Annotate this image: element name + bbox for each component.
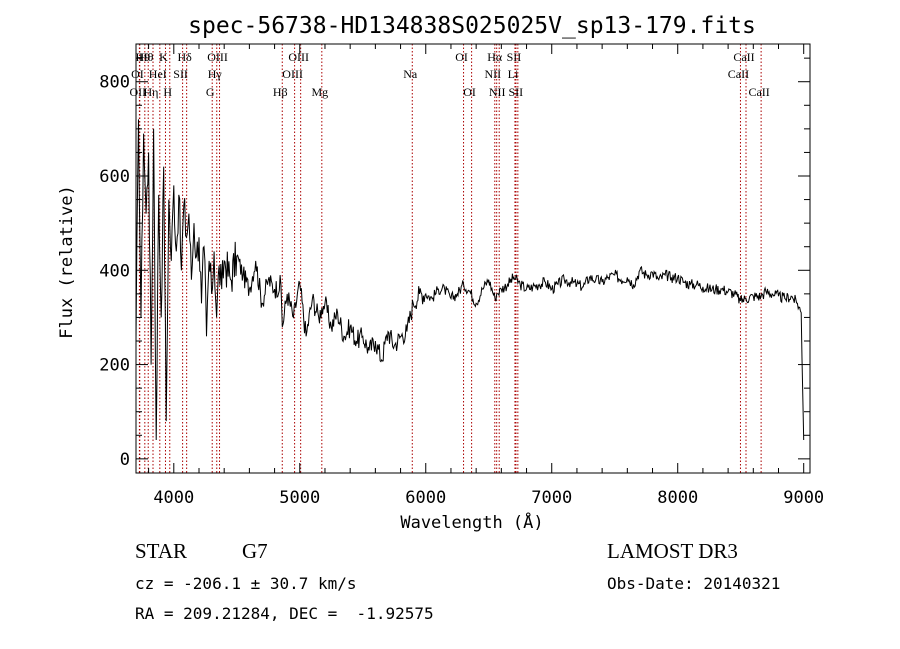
marker-label-19: OI xyxy=(463,85,476,99)
y-axis-ticks: 0 200 400 600 800 xyxy=(99,57,810,470)
marker-label-16: Mg xyxy=(311,85,328,99)
redshift-velocity: cz = -206.1 ± 30.7 km/s xyxy=(135,574,357,593)
marker-label-4: Hη xyxy=(144,85,159,99)
marker-label-28: CaII xyxy=(748,85,769,99)
marker-label-0: OI xyxy=(131,67,144,81)
marker-label-11: Hγ xyxy=(208,67,223,81)
x-tick-label-9000: 9000 xyxy=(783,488,824,508)
marker-label-22: NII xyxy=(489,85,506,99)
marker-label-14: OIII xyxy=(282,67,303,81)
observation-date: Obs-Date: 20140321 xyxy=(607,574,781,593)
marker-label-27: CaII xyxy=(733,50,754,64)
y-tick-label-200: 200 xyxy=(99,356,130,376)
y-tick-label-400: 400 xyxy=(99,261,130,281)
marker-label-8: SII xyxy=(173,67,188,81)
y-tick-label-600: 600 xyxy=(99,167,130,187)
marker-label-2: OII xyxy=(129,85,146,99)
marker-label-9: Hδ xyxy=(177,50,192,64)
marker-label-10: OIII xyxy=(207,50,228,64)
marker-label-17: Na xyxy=(403,67,418,81)
y-tick-label-800: 800 xyxy=(99,73,130,93)
marker-label-18: OI xyxy=(455,50,468,64)
flux-series-line xyxy=(135,119,805,441)
marker-label-23: SII xyxy=(507,50,522,64)
x-tick-label-7000: 7000 xyxy=(531,488,572,508)
marker-label-12: G xyxy=(206,85,215,99)
x-tick-label-4000: 4000 xyxy=(153,488,194,508)
marker-label-21: NII xyxy=(484,67,501,81)
survey-name: LAMOST DR3 xyxy=(607,539,738,563)
object-subclass: G7 xyxy=(242,539,268,563)
x-tick-label-8000: 8000 xyxy=(657,488,698,508)
marker-label-5: HeI xyxy=(149,67,167,81)
marker-label-24: Li xyxy=(508,67,519,81)
x-tick-label-6000: 6000 xyxy=(405,488,446,508)
marker-label-25: SII xyxy=(509,85,524,99)
object-class: STAR xyxy=(135,539,187,563)
marker-label-13: Hβ xyxy=(273,85,288,99)
marker-label-7: H xyxy=(163,85,172,99)
x-axis-ticks: 4000 5000 6000 7000 8000 9000 xyxy=(148,44,824,508)
spectral-line-markers xyxy=(138,44,762,473)
x-axis-label: Wavelength (Å) xyxy=(400,511,543,533)
plot-frame xyxy=(135,43,811,474)
y-tick-label-0: 0 xyxy=(120,450,130,470)
x-tick-label-5000: 5000 xyxy=(279,488,320,508)
y-axis-label: Flux (relative) xyxy=(57,185,77,339)
marker-label-26: CaII xyxy=(728,67,749,81)
marker-label-6: K xyxy=(159,50,168,64)
coordinates: RA = 209.21284, DEC = -1.92575 xyxy=(135,604,434,623)
marker-label-3: Hθ xyxy=(139,50,154,64)
spectrum-chart: spec-56738-HD134838S025025V_sp13-179.fit… xyxy=(57,13,824,533)
marker-label-20: Hα xyxy=(487,50,503,64)
marker-label-15: OIII xyxy=(288,50,309,64)
chart-title: spec-56738-HD134838S025025V_sp13-179.fit… xyxy=(188,13,756,39)
marker-label-1: H9 xyxy=(135,50,150,64)
